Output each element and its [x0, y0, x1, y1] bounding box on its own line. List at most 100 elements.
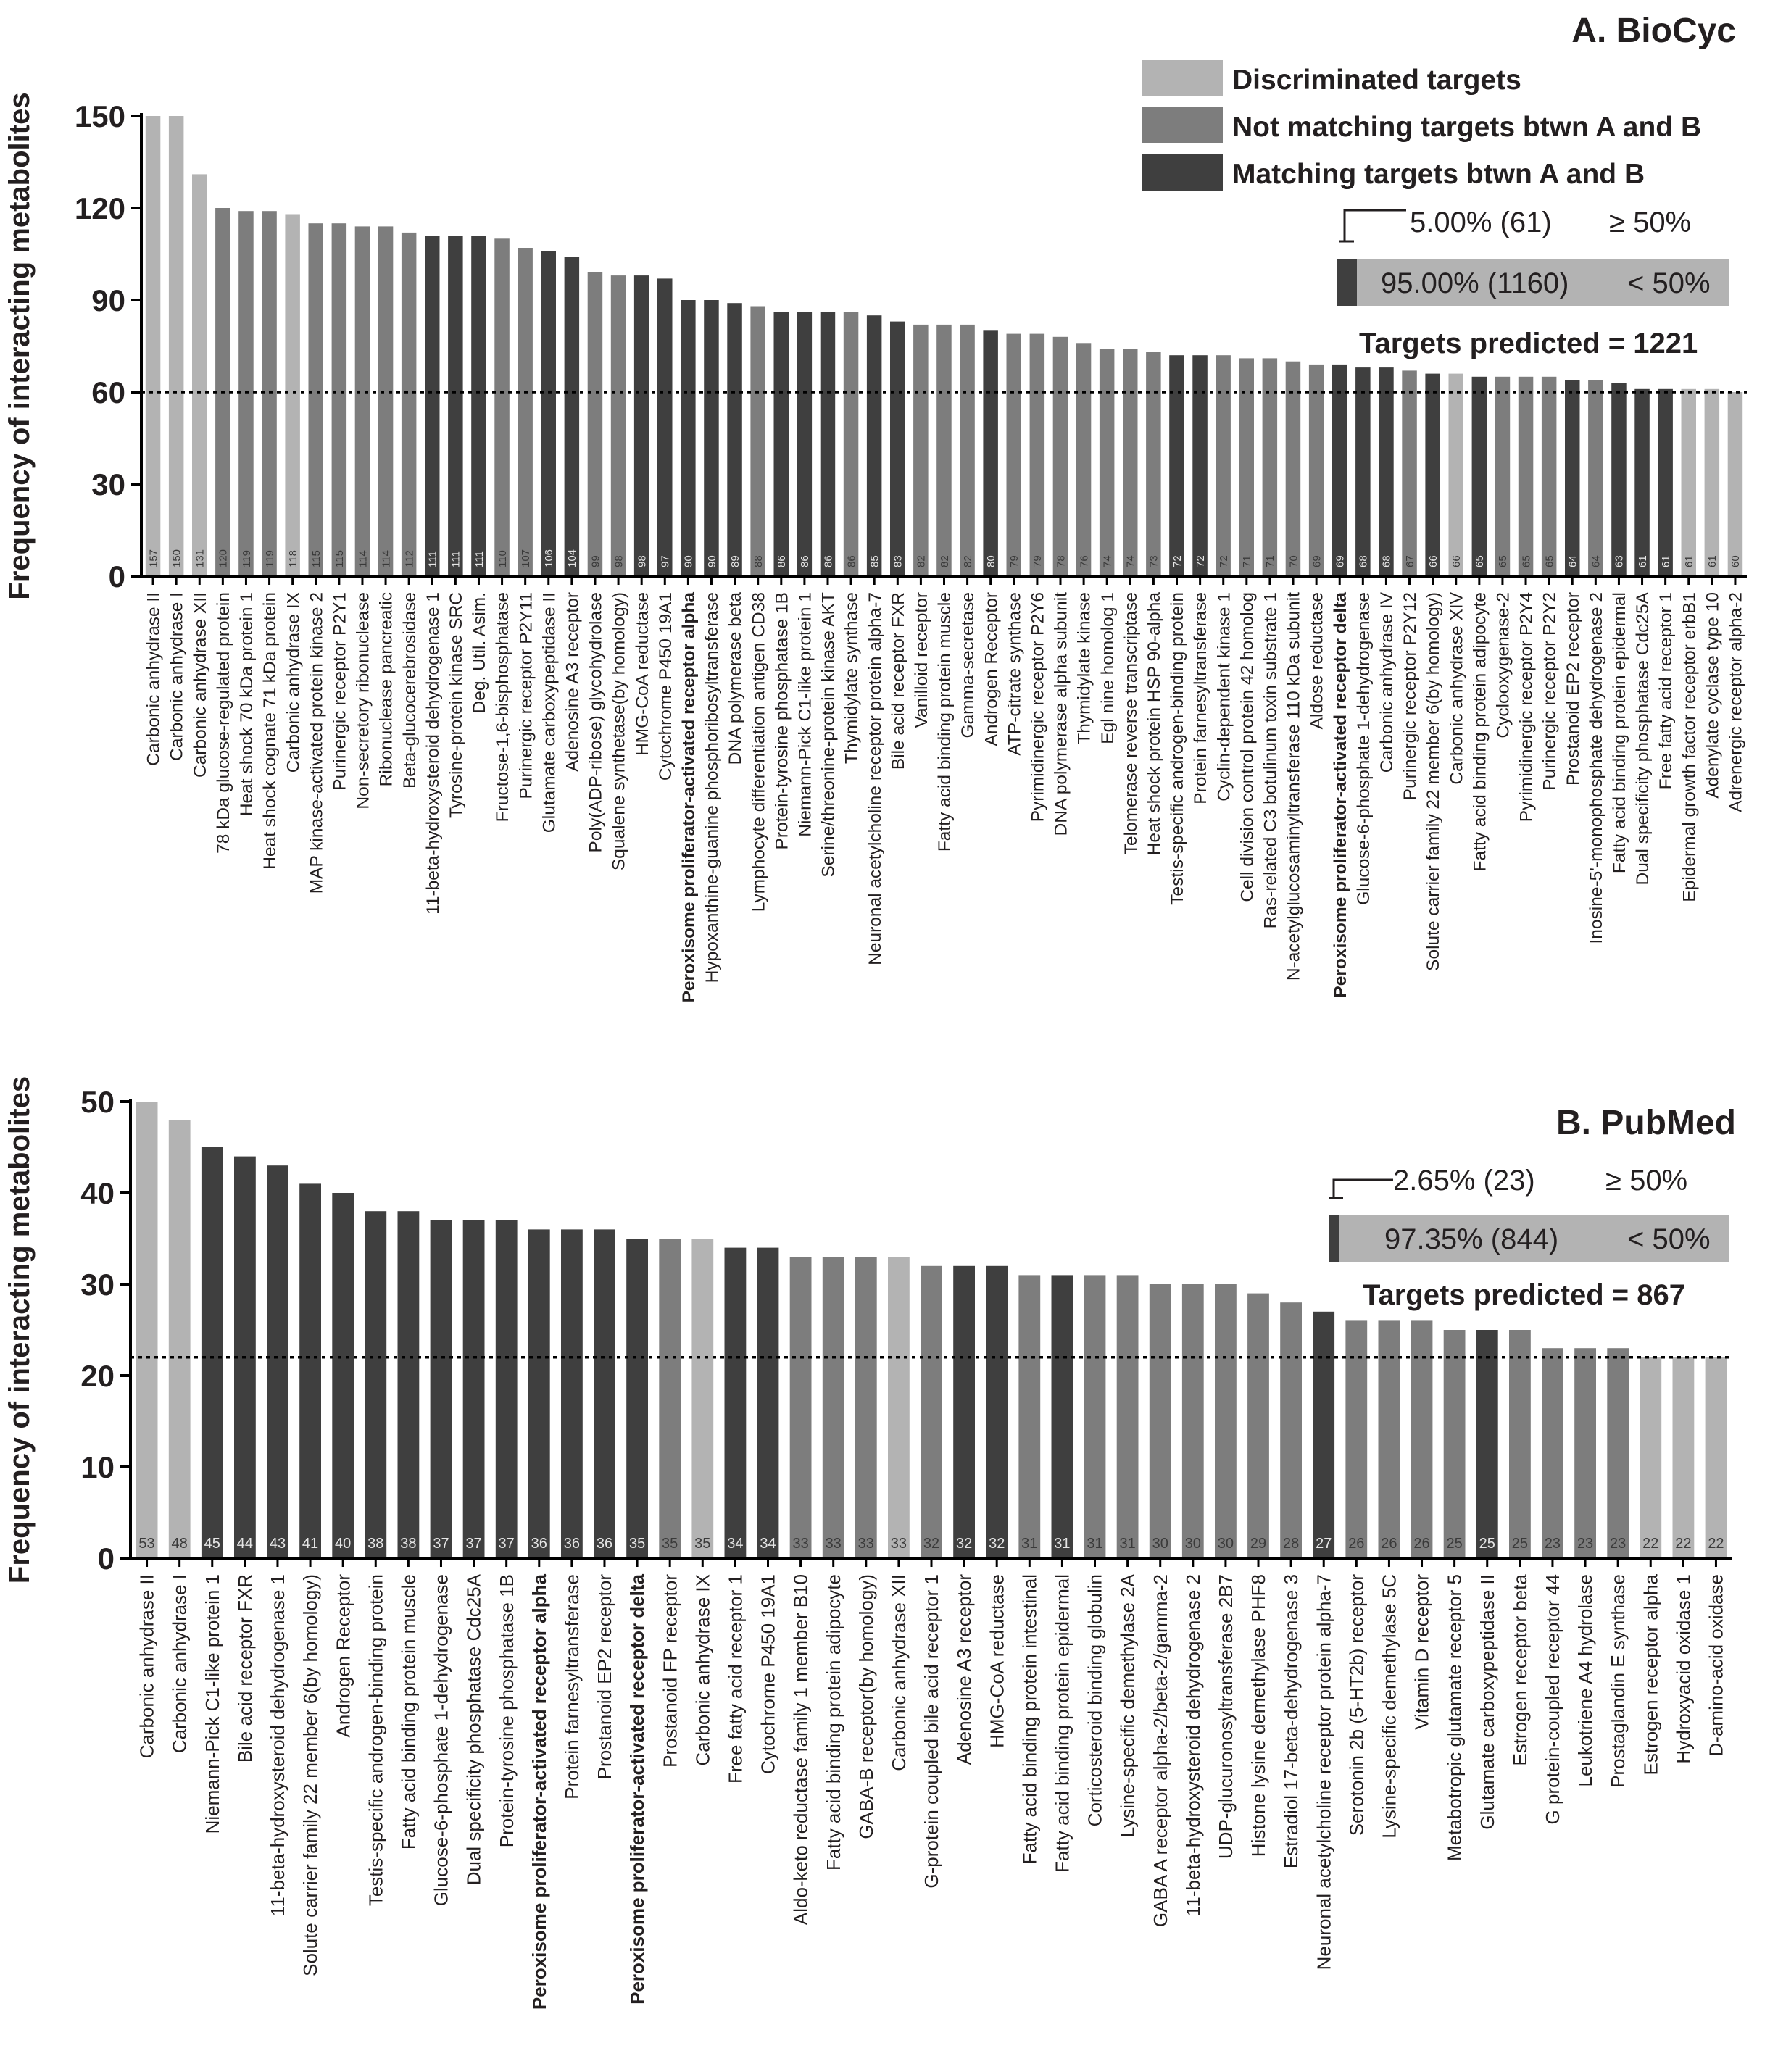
chart-b-count-label: 25: [1479, 1536, 1495, 1552]
chart-a-bar: [866, 315, 882, 576]
chart-b-bar: [397, 1211, 420, 1558]
chart-b-category-label: Corticosteroid binding globulin: [1084, 1574, 1106, 1826]
chart-b-count-label: 44: [237, 1536, 253, 1552]
chart-a-category-label: Telomerase reverse transcriptase: [1121, 592, 1141, 854]
chart-a-bar: [564, 257, 580, 576]
chart-a-count-label: 70: [1287, 555, 1300, 567]
chart-b-category-label: Glutamate carboxypeptidase II: [1476, 1574, 1498, 1830]
chart-b-count-label: 30: [1185, 1536, 1201, 1552]
chart-b-bar: [495, 1220, 518, 1558]
chart-a-y-tick-label: 90: [91, 283, 125, 317]
chart-b-bar: [1443, 1330, 1466, 1558]
chart-a-bar: [285, 214, 300, 576]
chart-b-category-label: UDP-glucuronosyltransferase 2B7: [1215, 1574, 1237, 1859]
chart-a-bar: [913, 324, 929, 576]
chart-b-category-label: G protein-coupled receptor 44: [1542, 1574, 1563, 1824]
chart-b-bar: [1509, 1330, 1531, 1558]
legend-swatch-matching: [1142, 154, 1223, 191]
chart-a-category-label: Egl nine homolog 1: [1098, 592, 1118, 744]
inset-b: 2.65% (23) ≥ 50% 97.35% (844) < 50% Targ…: [1329, 1165, 1729, 1311]
chart-b-category-label: Protein farnesyltransferase: [561, 1574, 583, 1800]
chart-b-category-label: Glucose-6-phosphate 1-dehydrogenase: [431, 1574, 452, 1906]
chart-b-count-label: 27: [1316, 1536, 1332, 1552]
chart-a-category-label: Fructose-1,6-bisphosphatase: [493, 592, 512, 822]
chart-a-bar: [378, 226, 394, 576]
chart-b-y-tick-label: 20: [80, 1359, 115, 1393]
chart-a-bar: [1285, 361, 1301, 576]
chart-b-category-label: Free fatty acid receptor 1: [724, 1574, 746, 1784]
panel-b-title: B. PubMed: [1556, 1104, 1736, 1142]
chart-b-count-label: 23: [1610, 1536, 1626, 1552]
chart-b-count-label: 36: [531, 1536, 547, 1552]
chart-b-count-label: 48: [172, 1536, 188, 1552]
chart-a-count-label: 119: [241, 550, 253, 567]
chart-a-count-label: 120: [217, 549, 230, 567]
chart-a-count-label: 79: [1008, 555, 1021, 567]
chart-a-count-label: 83: [892, 555, 905, 567]
chart-a-category-label: Carbonic anhydrase XIV: [1447, 591, 1466, 784]
chart-b-count-label: 37: [499, 1536, 515, 1552]
chart-a-count-label: 86: [776, 555, 788, 567]
chart-a-category-label: Carbonic anhydrase I: [167, 592, 187, 761]
chart-b-category-label: Androgen Receptor: [332, 1574, 354, 1738]
chart-a-count-label: 90: [683, 555, 695, 567]
chart-a-count-label: 111: [450, 551, 462, 567]
chart-a: Frequency of interacting metabolites 157 1…: [4, 92, 1747, 1002]
chart-b-bar: [626, 1239, 648, 1558]
inset-b-below-condition: < 50%: [1627, 1223, 1711, 1255]
chart-a-bar: [238, 211, 254, 576]
chart-a-bar: [1518, 376, 1534, 576]
chart-a-bar: [936, 324, 952, 576]
chart-a-category-label: Hypoxanthine-guanine phosphoribosyltrans…: [702, 592, 722, 983]
inset-b-above-segment: [1329, 1215, 1339, 1262]
legend-swatch-not-matching: [1142, 107, 1223, 143]
chart-b-category-label: Fatty acid binding protein muscle: [397, 1574, 419, 1850]
chart-a-category-label: Squalene synthetase(by homology): [610, 592, 629, 870]
chart-b-category-label: Estradiol 17-beta-dehydrogenase 3: [1280, 1574, 1302, 1868]
chart-b-bar: [1542, 1348, 1563, 1558]
chart-a-category-label: Purinergic receptor P2Y11: [516, 592, 536, 799]
chart-b-bar: [267, 1165, 288, 1558]
chart-b-count-label: 31: [1087, 1536, 1102, 1552]
chart-a-count-label: 157: [147, 549, 159, 567]
chart-a-count-label: 78: [1055, 555, 1067, 567]
chart-a-category-label: MAP kinase-activated protein kinase 2: [307, 592, 326, 894]
chart-b-category-label: Serotonin 2b (5-HT2b) receptor: [1345, 1574, 1367, 1836]
chart-b-count-label: 35: [694, 1536, 710, 1552]
chart-a-bar: [308, 223, 323, 576]
chart-b-bar: [986, 1265, 1008, 1558]
chart-b-category-label: GABA-B receptor(by homology): [855, 1574, 877, 1839]
chart-b-bar: [724, 1247, 747, 1558]
inset-b-total: Targets predicted = 867: [1363, 1279, 1685, 1311]
chart-a-count-label: 64: [1567, 555, 1579, 567]
legend-swatch-discriminated: [1142, 60, 1223, 96]
chart-b-category-label: Niemann-Pick C1-like protein 1: [202, 1574, 223, 1834]
chart-a-bar: [192, 174, 207, 576]
chart-a-category-label: Heat shock protein HSP 90-alpha: [1145, 592, 1164, 856]
chart-a-bar: [657, 278, 673, 576]
chart-b-bar: [1672, 1357, 1695, 1558]
chart-a-category-label: Non-secretory ribonuclease: [354, 592, 373, 810]
chart-b-count-label: 32: [989, 1536, 1005, 1552]
chart-a-count-label: 68: [1358, 555, 1370, 567]
chart-a-category-label: Gamma-secretase: [958, 592, 978, 738]
chart-b-bar: [1640, 1357, 1662, 1558]
inset-b-above-label: 2.65% (23): [1393, 1165, 1535, 1197]
chart-a-count-label: 61: [1683, 555, 1695, 567]
chart-b-y-tick-label: 30: [80, 1268, 115, 1302]
chart-a-count-label: 65: [1497, 555, 1509, 567]
chart-b-count-label: 37: [465, 1536, 481, 1552]
chart-b-count-label: 35: [629, 1536, 645, 1552]
chart-b-category-label: Peroxisome proliferator-activated recept…: [528, 1573, 550, 2010]
chart-a-category-label: Deg. Util. Asim.: [470, 592, 489, 713]
chart-b-bar: [855, 1257, 877, 1558]
chart-b-bar: [594, 1229, 615, 1558]
chart-a-bar: [1402, 370, 1417, 576]
chart-a-count-label: 69: [1334, 555, 1347, 567]
chart-b-bar: [1476, 1330, 1498, 1558]
chart-b-count-label: 38: [367, 1536, 383, 1552]
chart-a-count-label: 63: [1613, 555, 1626, 567]
chart-a-bar: [1052, 336, 1068, 576]
chart-a-bar: [1076, 343, 1092, 576]
